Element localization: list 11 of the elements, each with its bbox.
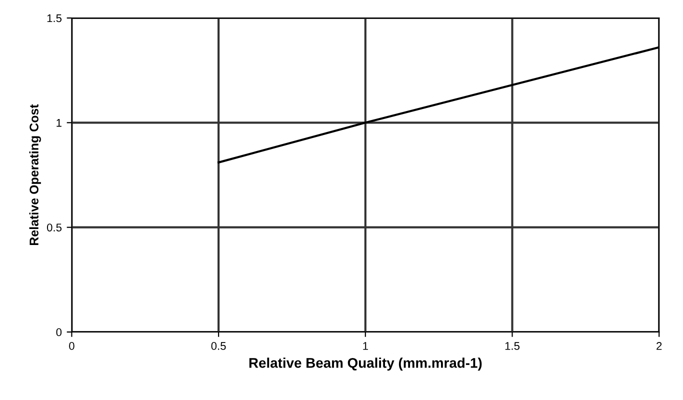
x-tick-label: 0.5: [211, 342, 226, 350]
y-tick-label: 0.5: [46, 224, 62, 232]
y-tick-label: 1.5: [47, 14, 62, 22]
x-tick-label: 2: [656, 342, 662, 350]
x-tick-label: 0: [69, 342, 74, 350]
y-axis-title: Relative Operating Cost: [29, 104, 41, 246]
x-tick-label: 1: [363, 342, 368, 350]
x-tick-label: 1.5: [505, 342, 520, 350]
y-tick-label: 0: [56, 328, 62, 336]
x-axis-title: Relative Beam Quality (mm.mrad-1): [249, 358, 482, 371]
y-tick-label: 1: [56, 119, 62, 127]
